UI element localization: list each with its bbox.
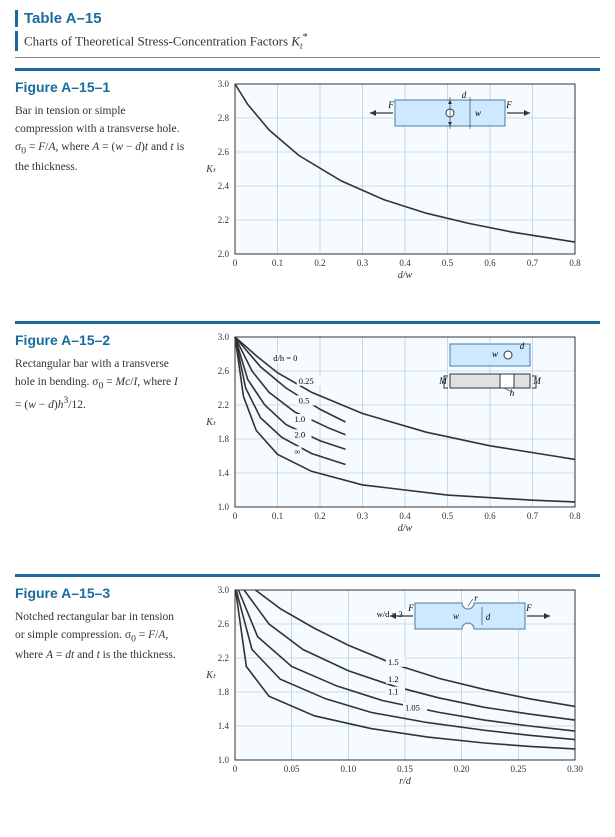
svg-text:0: 0 bbox=[233, 511, 238, 521]
svg-text:0.25: 0.25 bbox=[510, 764, 526, 774]
table-subtitle: Charts of Theoretical Stress-Concentrati… bbox=[15, 31, 600, 51]
figure-description: Bar in tension or simple compression wit… bbox=[15, 103, 185, 177]
svg-text:0.6: 0.6 bbox=[484, 511, 496, 521]
svg-text:2.6: 2.6 bbox=[218, 366, 230, 376]
svg-text:0.6: 0.6 bbox=[484, 258, 496, 268]
svg-text:2.2: 2.2 bbox=[218, 215, 229, 225]
svg-text:1.05: 1.05 bbox=[405, 703, 420, 713]
svg-text:r/d: r/d bbox=[399, 776, 412, 787]
svg-text:1.4: 1.4 bbox=[218, 468, 230, 478]
svg-text:2.6: 2.6 bbox=[218, 619, 230, 629]
svg-text:F: F bbox=[407, 603, 414, 613]
svg-text:0: 0 bbox=[233, 258, 238, 268]
svg-text:2.2: 2.2 bbox=[218, 400, 229, 410]
svg-text:1.8: 1.8 bbox=[218, 434, 230, 444]
svg-text:M: M bbox=[532, 376, 541, 386]
figure-description: Rectangular bar with a transverse hole i… bbox=[15, 356, 185, 415]
svg-text:2.4: 2.4 bbox=[218, 181, 230, 191]
svg-text:0.3: 0.3 bbox=[357, 511, 369, 521]
svg-text:0.5: 0.5 bbox=[442, 258, 454, 268]
svg-text:Kₜ: Kₜ bbox=[205, 670, 217, 681]
svg-text:3.0: 3.0 bbox=[218, 79, 230, 89]
svg-text:0.15: 0.15 bbox=[397, 764, 413, 774]
svg-text:0.2: 0.2 bbox=[314, 511, 325, 521]
svg-text:0.3: 0.3 bbox=[357, 258, 369, 268]
figure-title: Figure A–15–2 bbox=[15, 332, 185, 348]
svg-text:0.4: 0.4 bbox=[399, 258, 411, 268]
svg-text:w: w bbox=[475, 108, 481, 118]
figure-panel: Figure A–15–2 Rectangular bar with a tran… bbox=[15, 321, 600, 556]
svg-text:w: w bbox=[492, 349, 498, 359]
svg-text:0.7: 0.7 bbox=[527, 258, 539, 268]
svg-text:∞: ∞ bbox=[295, 446, 301, 456]
svg-text:0.1: 0.1 bbox=[272, 511, 283, 521]
svg-text:F: F bbox=[387, 100, 394, 110]
svg-text:1.0: 1.0 bbox=[218, 502, 230, 512]
svg-text:2.0: 2.0 bbox=[295, 429, 306, 439]
figure-chart: 0 0.05 0.10 0.15 0.20 0.25 0.30 1.0 1.4 1.8 2.2 2.6… bbox=[195, 585, 600, 809]
svg-text:3.0: 3.0 bbox=[218, 332, 230, 342]
svg-text:0.8: 0.8 bbox=[569, 258, 581, 268]
svg-text:1.5: 1.5 bbox=[388, 657, 399, 667]
svg-text:0.5: 0.5 bbox=[299, 395, 310, 405]
svg-text:d: d bbox=[462, 90, 467, 100]
svg-text:1.0: 1.0 bbox=[218, 755, 230, 765]
svg-text:0.1: 0.1 bbox=[272, 258, 283, 268]
svg-text:d: d bbox=[486, 612, 491, 622]
svg-text:F: F bbox=[505, 100, 512, 110]
svg-text:h: h bbox=[510, 388, 515, 398]
figure-panel: Figure A–15–3 Notched rectangular bar in … bbox=[15, 574, 600, 809]
svg-text:d/w: d/w bbox=[398, 270, 413, 281]
svg-text:3.0: 3.0 bbox=[218, 585, 230, 595]
svg-text:2.8: 2.8 bbox=[218, 113, 230, 123]
svg-text:1.0: 1.0 bbox=[295, 414, 306, 424]
svg-text:0: 0 bbox=[233, 764, 238, 774]
svg-text:d: d bbox=[520, 341, 525, 351]
svg-text:2.6: 2.6 bbox=[218, 147, 230, 157]
svg-text:1.2: 1.2 bbox=[388, 674, 399, 684]
svg-text:d/h = 0: d/h = 0 bbox=[273, 353, 297, 363]
svg-text:2.0: 2.0 bbox=[218, 249, 230, 259]
svg-text:0.2: 0.2 bbox=[314, 258, 325, 268]
figure-description: Notched rectangular bar in tension or si… bbox=[15, 609, 185, 665]
svg-text:Kₜ: Kₜ bbox=[205, 164, 217, 175]
figure-title: Figure A–15–3 bbox=[15, 585, 185, 601]
svg-text:w: w bbox=[453, 611, 459, 621]
figure-title: Figure A–15–1 bbox=[15, 79, 185, 95]
svg-text:0.7: 0.7 bbox=[527, 511, 539, 521]
svg-text:1.8: 1.8 bbox=[218, 687, 230, 697]
table-title: Table A–15 bbox=[15, 10, 600, 27]
figure-chart: 0 0.1 0.2 0.3 0.4 0.5 0.6 0.7 0.8 1.0 1.4 1.8 2.2 2.6… bbox=[195, 332, 600, 556]
svg-text:0.05: 0.05 bbox=[284, 764, 300, 774]
svg-text:w/d = 3: w/d = 3 bbox=[377, 609, 403, 619]
svg-text:0.4: 0.4 bbox=[399, 511, 411, 521]
svg-text:r: r bbox=[474, 593, 478, 603]
svg-text:0.25: 0.25 bbox=[299, 376, 314, 386]
svg-text:0.5: 0.5 bbox=[442, 511, 454, 521]
figure-panel: Figure A–15–1 Bar in tension or simple co… bbox=[15, 68, 600, 303]
svg-text:M: M bbox=[438, 376, 447, 386]
svg-text:F: F bbox=[525, 603, 532, 613]
svg-text:2.2: 2.2 bbox=[218, 653, 229, 663]
svg-text:Kₜ: Kₜ bbox=[205, 417, 217, 428]
svg-text:0.8: 0.8 bbox=[569, 511, 581, 521]
svg-text:d/w: d/w bbox=[398, 523, 413, 534]
svg-text:0.30: 0.30 bbox=[567, 764, 583, 774]
svg-text:0.20: 0.20 bbox=[454, 764, 470, 774]
svg-text:0.10: 0.10 bbox=[340, 764, 356, 774]
svg-text:1.1: 1.1 bbox=[388, 686, 399, 696]
svg-text:1.4: 1.4 bbox=[218, 721, 230, 731]
figure-chart: 0 0.1 0.2 0.3 0.4 0.5 0.6 0.7 0.8 2.0 2.2 2.4 2.6 2.8… bbox=[195, 79, 600, 303]
